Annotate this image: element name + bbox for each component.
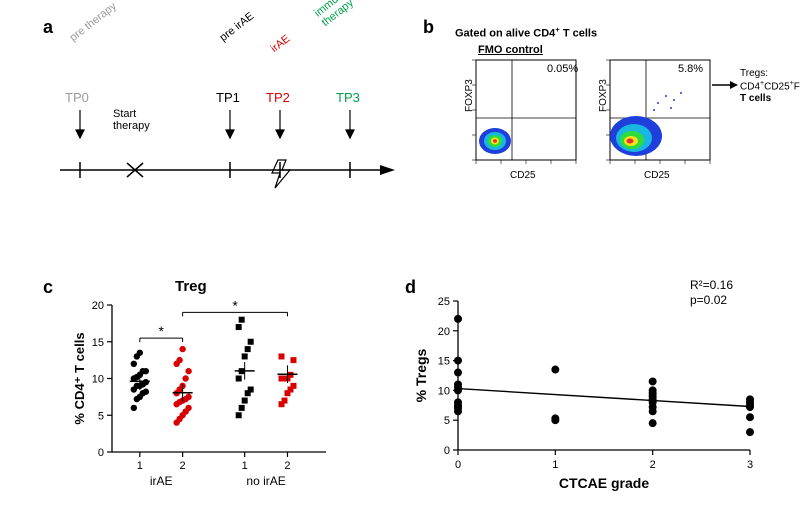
sample-pct: 5.8%: [678, 63, 703, 75]
svg-text:CTCAE grade: CTCAE grade: [559, 475, 649, 491]
svg-text:0: 0: [98, 447, 104, 459]
svg-text:0: 0: [455, 459, 461, 471]
svg-text:5: 5: [98, 410, 104, 422]
svg-text:20: 20: [438, 326, 450, 338]
svg-text:1: 1: [137, 460, 143, 472]
svg-text:5: 5: [444, 415, 450, 427]
panel-a-timeline: [50, 20, 410, 210]
svg-text:1: 1: [242, 460, 248, 472]
fmo-pct: 0.05%: [547, 63, 578, 75]
treg-arrow: [710, 75, 740, 95]
start-therapy: Starttherapy: [113, 108, 150, 132]
svg-text:20: 20: [92, 300, 104, 312]
panel-c-label: c: [43, 277, 53, 298]
tp0-label: TP0: [65, 90, 89, 105]
svg-text:25: 25: [438, 297, 450, 308]
svg-text:% Tregs: % Tregs: [413, 348, 429, 402]
svg-text:1: 1: [552, 459, 558, 471]
tp1-label: TP1: [216, 90, 240, 105]
panel-c-chart: 0 5 10 15 20 1 2 1 2 irAE no irAE % CD4⁺ T cells * *: [70, 297, 330, 492]
panel-d-label: d: [405, 277, 416, 298]
panel-d-chart: 0 5 10 15 20 25 0 1 2 3 CTCAE grade % Tregs: [410, 297, 760, 492]
svg-text:0: 0: [444, 445, 450, 457]
svg-text:15: 15: [438, 356, 450, 368]
svg-text:*: *: [232, 297, 238, 313]
svg-text:10: 10: [438, 385, 450, 397]
sample-xaxis: CD25: [644, 170, 670, 181]
svg-text:2: 2: [180, 460, 186, 472]
panel-d-r2: R²=0.16: [690, 278, 733, 292]
svg-text:15: 15: [92, 337, 104, 349]
svg-text:irAE: irAE: [150, 474, 173, 488]
svg-text:3: 3: [747, 459, 753, 471]
svg-text:10: 10: [92, 374, 104, 386]
fmo-yaxis: FOXP3: [464, 79, 475, 112]
svg-text:2: 2: [284, 460, 290, 472]
svg-text:% CD4⁺ T cells: % CD4⁺ T cells: [72, 332, 87, 424]
svg-text:no irAE: no irAE: [246, 474, 285, 488]
panel-b-title: Gated on alive CD4+ T cells: [455, 25, 597, 40]
svg-text:*: *: [158, 323, 164, 339]
sample-yaxis: FOXP3: [598, 79, 609, 112]
svg-text:2: 2: [650, 459, 656, 471]
treg-annotation: Tregs:CD4+CD25+FOXP3+T cells: [740, 68, 798, 105]
facs-plot-sample: [596, 58, 716, 178]
panel-b-label: b: [423, 17, 434, 38]
panel-c-title: Treg: [175, 278, 207, 295]
facs-plot-fmo: [462, 58, 582, 178]
fmo-label: FMO control: [478, 44, 543, 56]
tp3-label: TP3: [336, 90, 360, 105]
tp2-label: TP2: [266, 90, 290, 105]
fmo-xaxis: CD25: [510, 170, 536, 181]
